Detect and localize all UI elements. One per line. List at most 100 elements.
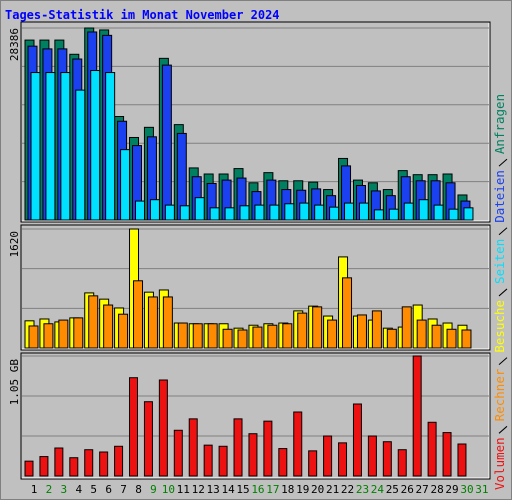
bar: [239, 205, 250, 221]
bar: [179, 205, 190, 221]
bar: [99, 451, 109, 477]
bar: [237, 329, 248, 349]
bar: [248, 433, 258, 477]
bar: [164, 204, 175, 221]
bar: [327, 319, 338, 349]
bar: [24, 460, 34, 477]
bar: [446, 328, 457, 349]
bar: [382, 441, 392, 477]
bar: [60, 72, 71, 221]
x-tick-label: 13: [207, 483, 220, 496]
x-tick-label: 14: [221, 483, 235, 496]
bar: [75, 89, 86, 221]
x-tick-label: 22: [341, 483, 354, 496]
bar: [342, 277, 353, 349]
bar: [73, 317, 84, 349]
legend-separator: [498, 158, 508, 167]
x-tick-label: 5: [90, 483, 97, 496]
bar: [416, 319, 427, 349]
bar: [269, 204, 280, 221]
bar: [431, 324, 442, 349]
bar: [54, 447, 64, 477]
x-tick-label: 2: [46, 483, 53, 496]
bar: [254, 204, 265, 221]
bar: [338, 442, 348, 477]
x-tick-label: 7: [120, 483, 127, 496]
bar: [177, 322, 188, 349]
x-tick-label: 11: [177, 483, 190, 496]
bar: [133, 280, 144, 349]
bar: [329, 206, 340, 221]
bar: [386, 328, 397, 349]
bar: [401, 306, 412, 349]
legend-entry: Anfragen: [492, 94, 507, 154]
bar: [222, 328, 233, 349]
bar: [188, 418, 198, 477]
bar: [388, 208, 399, 221]
bar: [373, 209, 384, 221]
x-tick-label: 4: [75, 483, 82, 496]
bar: [442, 432, 452, 477]
bar: [162, 296, 173, 349]
legend-entry: Volumen: [492, 437, 507, 490]
x-tick-label: 17: [266, 483, 279, 496]
bar: [371, 310, 382, 349]
bar: [312, 306, 323, 349]
bar: [367, 435, 377, 477]
x-tick-label: 6: [105, 483, 112, 496]
x-tick-label: 3: [61, 483, 68, 496]
bar: [84, 449, 94, 477]
bar: [118, 313, 129, 349]
bar: [284, 203, 295, 221]
bar: [88, 295, 99, 349]
bar: [143, 401, 153, 477]
bar: [278, 448, 288, 477]
bar: [161, 64, 172, 221]
x-tick-label: 30: [460, 483, 473, 496]
x-tick-label: 1: [31, 483, 38, 496]
legend-separator: [498, 288, 508, 297]
x-tick-label: 9: [150, 483, 157, 496]
x-tick-label: 28: [430, 483, 443, 496]
legend-entry: Dateien: [492, 170, 507, 223]
x-tick-label: 26: [401, 483, 414, 496]
bar: [120, 149, 131, 221]
x-tick-label: 31: [475, 483, 488, 496]
bar: [358, 202, 369, 221]
x-tick-label: 29: [445, 483, 458, 496]
x-tick-label: 18: [281, 483, 294, 496]
bar: [314, 204, 325, 221]
bar: [352, 403, 362, 477]
bar: [90, 70, 101, 221]
legend-separator: [498, 227, 508, 236]
y-tick-label: 1620: [8, 231, 21, 258]
bar: [282, 323, 293, 349]
x-tick-label: 27: [416, 483, 429, 496]
bar: [129, 377, 139, 477]
bar: [45, 72, 56, 221]
legend-separator: [498, 357, 508, 366]
legend-entry: Besuche: [492, 300, 507, 353]
y-tick-label: 1.05 GB: [8, 359, 21, 406]
x-tick-label: 23: [356, 483, 369, 496]
chart-title: Tages-Statistik im Monat November 2024: [5, 8, 280, 22]
bar: [69, 457, 79, 477]
bar: [427, 421, 437, 477]
bar: [356, 314, 367, 349]
bar: [192, 323, 203, 349]
bar: [433, 204, 444, 221]
x-tick-label: 10: [162, 483, 175, 496]
bar: [403, 202, 414, 221]
legend-entry: Seiten: [492, 239, 507, 284]
bar: [105, 72, 116, 221]
bar: [209, 207, 220, 221]
x-tick-label: 21: [326, 483, 339, 496]
bar: [344, 202, 355, 221]
bar: [323, 435, 333, 477]
bar: [299, 202, 310, 221]
x-tick-label: 12: [192, 483, 205, 496]
bar: [263, 420, 273, 477]
bar: [412, 355, 422, 477]
bar: [461, 329, 472, 349]
